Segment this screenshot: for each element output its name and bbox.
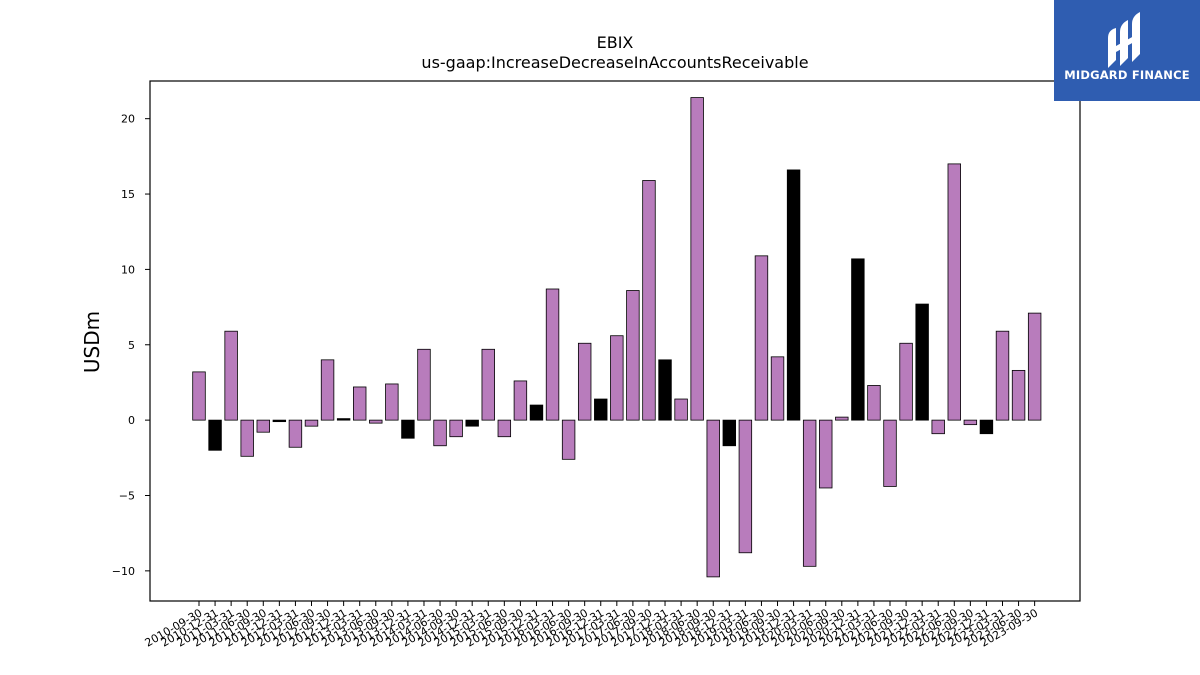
bar-2014-12-31	[465, 419, 479, 427]
bar-2022-12-31	[979, 419, 994, 435]
bar-2017-12-31	[658, 359, 672, 421]
bar-2015-03-31	[481, 348, 495, 421]
bar-2021-03-31	[867, 385, 881, 421]
bar-2020-03-31	[802, 419, 817, 567]
bar-2018-03-31	[674, 398, 688, 421]
bar-2016-12-31	[594, 398, 608, 421]
bar-2021-06-30	[883, 419, 897, 487]
bar-2014-03-31	[417, 348, 431, 421]
bar-2018-06-30	[690, 97, 704, 421]
bar-2020-06-30	[819, 419, 833, 489]
logo-text: MIDGARD FINANCE	[1064, 68, 1190, 82]
y-tick-label: −5	[119, 489, 135, 502]
bar-2019-12-31	[786, 169, 801, 421]
chart-subtitle: us-gaap:IncreaseDecreaseInAccountsReceiv…	[421, 53, 808, 72]
bar-2022-03-31	[931, 419, 945, 435]
bar-2020-09-30	[835, 416, 849, 421]
bar-2022-09-30	[963, 419, 978, 426]
midgard-finance-logo: MIDGARD FINANCE	[1054, 0, 1200, 101]
chart-title: EBIX	[597, 33, 634, 52]
bar-2015-06-30	[497, 419, 512, 438]
bar-2017-09-30	[642, 180, 656, 421]
bar-2014-09-30	[449, 419, 463, 438]
bar-2017-06-30	[626, 290, 640, 421]
y-tick-label: 15	[121, 188, 135, 201]
bar-2023-03-31	[995, 330, 1010, 421]
bar-2012-03-31	[288, 419, 303, 448]
bar-2023-09-30	[1027, 312, 1042, 421]
bar-2011-03-31	[224, 330, 238, 421]
bar-2016-06-30	[561, 419, 576, 460]
bar-2017-03-31	[610, 335, 624, 421]
y-tick-label: 5	[128, 339, 135, 352]
bars-group	[192, 97, 1042, 578]
bar-2019-06-30	[754, 255, 769, 421]
bar-2019-03-31	[738, 419, 753, 554]
bar-2012-12-31	[336, 418, 351, 421]
midgard-logo-icon	[1108, 12, 1140, 68]
x-ticks: 2010-09-302010-12-312011-03-312011-06-30…	[143, 601, 1040, 650]
y-tick-label: −10	[112, 565, 135, 578]
bar-2010-09-30	[192, 371, 206, 421]
bar-2014-06-30	[433, 419, 447, 447]
bar-2015-12-31	[529, 404, 544, 421]
bar-2019-09-30	[770, 356, 785, 421]
bar-2011-09-30	[256, 419, 270, 433]
bar-2023-06-30	[1011, 369, 1026, 421]
plot-frame	[149, 80, 1081, 602]
y-axis-label: USDm	[80, 311, 104, 373]
bar-2015-09-30	[513, 380, 528, 421]
bar-2022-06-30	[947, 163, 961, 421]
bar-2012-09-30	[320, 359, 335, 421]
y-tick-label: 20	[121, 113, 135, 126]
bar-2013-06-30	[369, 419, 383, 424]
bar-2021-12-31	[915, 303, 929, 421]
bar-2016-09-30	[577, 342, 592, 421]
bar-2018-09-30	[706, 419, 720, 578]
bar-2020-12-31	[851, 258, 865, 421]
bar-2013-09-30	[385, 383, 399, 421]
bar-2011-12-31	[272, 419, 287, 423]
bar-2012-06-30	[304, 419, 319, 427]
bar-2018-12-31	[722, 419, 737, 447]
bar-2021-09-30	[899, 342, 913, 421]
bar-2013-12-31	[401, 419, 415, 439]
y-tick-label: 0	[128, 414, 135, 427]
bar-2016-03-31	[545, 288, 560, 421]
y-ticks: −10 −5 0 5 10 15 20	[112, 113, 150, 578]
y-tick-label: 10	[121, 263, 135, 276]
bar-2010-12-31	[208, 419, 222, 451]
bar-2013-03-31	[352, 386, 367, 421]
bar-2011-06-30	[240, 419, 254, 457]
